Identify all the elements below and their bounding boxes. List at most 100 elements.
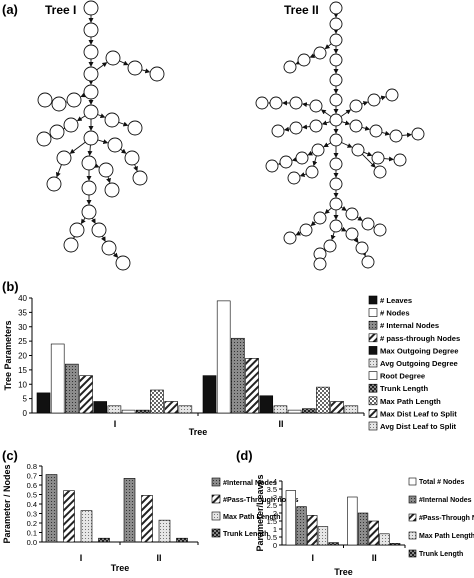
legend-swatch: [368, 295, 378, 305]
y-tick-label: 15: [18, 366, 27, 375]
legend-label: # Nodes: [380, 309, 410, 318]
y-axis-label: Parameter/Leaves: [255, 474, 265, 551]
y-tick-label: 2: [273, 509, 277, 518]
tree-edge: [381, 130, 391, 136]
tree-edge: [341, 226, 347, 232]
tree-node: [295, 151, 309, 165]
y-tick-label: 10: [18, 380, 27, 389]
tree-edge: [353, 237, 359, 244]
y-tick-label: 0.6: [27, 481, 37, 490]
x-axis-label: Tree: [189, 427, 208, 437]
tree-edge: [356, 216, 363, 221]
legend-swatch: [408, 495, 417, 504]
tree-node: [323, 239, 337, 253]
x-tick-label: II: [372, 553, 377, 563]
tree-node: [124, 150, 140, 166]
bar-b-1-8: [316, 386, 330, 414]
tree-node: [389, 129, 403, 143]
legend-swatch: [368, 371, 378, 380]
y-tick-label: 40: [18, 294, 27, 303]
legend-c: #Internal Nodes #Pass-Through nodes Max Pa…: [211, 477, 298, 538]
tree-node: [283, 60, 297, 74]
tree-edge: [340, 109, 352, 117]
tree-edge: [321, 120, 331, 126]
tree-edge: [299, 172, 307, 177]
bar-b-0-7: [135, 409, 150, 414]
legend-swatch: [408, 531, 417, 540]
tree-node: [361, 255, 375, 269]
tree-node: [305, 165, 319, 179]
bar-b-0-2: [65, 363, 79, 414]
bar-b-0-9: [164, 401, 178, 414]
y-tick-label: 0.5: [27, 491, 37, 500]
bar-c-0-1: [63, 490, 75, 543]
tree-edge: [90, 217, 96, 224]
tree-node: [351, 143, 365, 157]
legend-swatch: [368, 396, 378, 406]
x-tick-label: II: [278, 419, 283, 429]
y-tick-label: 4: [273, 477, 277, 486]
tree-node: [132, 170, 148, 186]
tree-edge: [320, 109, 332, 117]
y-tick-label: 0.5: [267, 533, 277, 542]
legend-swatch: [368, 333, 378, 343]
bar-b-1-1: [216, 300, 231, 414]
tree-edge: [283, 126, 291, 132]
legend-swatch: [408, 549, 417, 558]
legend-swatch: [368, 421, 378, 431]
tree-node: [329, 197, 343, 211]
bar-b-0-5: [107, 405, 122, 414]
tree-node: [63, 237, 79, 253]
tree-node: [329, 33, 343, 47]
tree-edge: [93, 163, 100, 168]
tree-node: [329, 133, 343, 147]
tree-node: [104, 182, 120, 198]
tree-edge: [361, 153, 376, 168]
legend-label: #Pass-Through nodes: [223, 495, 298, 504]
tree-node: [36, 131, 52, 147]
tree-node: [56, 150, 72, 166]
y-tick-label: 20: [18, 352, 27, 361]
x-axis-label: Tree: [334, 567, 353, 577]
bar-c-1-3: [176, 537, 188, 543]
bar-d-1-0: [347, 496, 358, 546]
tree-node: [83, 104, 99, 120]
tree-node: [385, 88, 399, 102]
tree-edge: [80, 92, 86, 98]
tree-edge: [119, 60, 129, 66]
tree-node: [83, 130, 99, 146]
tree-node: [329, 1, 343, 15]
legend-label: #Internal Nodes: [419, 497, 472, 504]
tree-node: [313, 257, 327, 271]
y-tick-label: 0.4: [27, 500, 37, 509]
tree-node: [149, 66, 165, 82]
legend-swatch: [211, 528, 221, 538]
bar-d-0-3: [317, 526, 329, 546]
tree-node: [269, 96, 283, 110]
bar-c-1-1: [141, 495, 153, 543]
tree-node: [81, 204, 97, 220]
x-axis-label: Tree: [111, 563, 130, 573]
tree-edge: [120, 148, 127, 154]
tree-node: [66, 92, 82, 108]
tree-node: [289, 96, 303, 110]
tree-node: [349, 119, 363, 133]
tree-node: [63, 117, 79, 133]
tree-node: [46, 176, 62, 192]
tree-edge: [118, 121, 129, 127]
tree-edge: [141, 68, 151, 74]
tree-node: [355, 241, 369, 255]
bar-b-0-10: [178, 405, 193, 414]
bar-d-0-1: [296, 506, 307, 546]
tree-node: [311, 143, 325, 157]
tree-node: [104, 112, 120, 128]
y-tick-label: 0: [273, 541, 277, 550]
legend-swatch: [368, 308, 378, 317]
bar-b-1-7: [301, 408, 316, 414]
legend-swatch: [211, 477, 221, 487]
legend-label: Max Path Length: [380, 397, 441, 406]
legend-label: # Leaves: [380, 296, 412, 305]
tree-edge: [301, 124, 311, 130]
tree-node: [345, 227, 359, 241]
tree-node: [127, 120, 143, 136]
